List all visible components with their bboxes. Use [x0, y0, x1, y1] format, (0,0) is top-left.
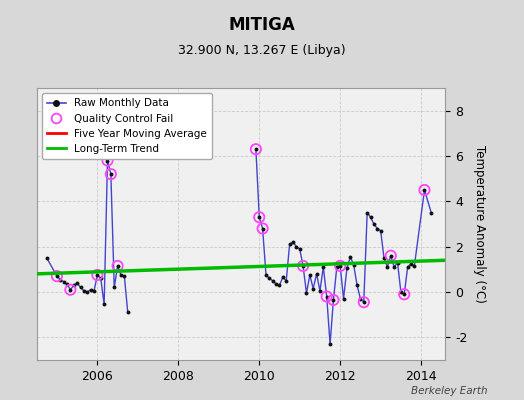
- Point: [66, 286, 74, 293]
- Point: [70, 282, 78, 288]
- Point: [340, 296, 348, 302]
- Point: [390, 264, 398, 270]
- Text: Berkeley Earth: Berkeley Earth: [411, 386, 487, 396]
- Point: [322, 293, 331, 300]
- Point: [93, 272, 102, 278]
- Point: [80, 288, 88, 294]
- Point: [359, 299, 368, 306]
- Point: [42, 255, 51, 261]
- Point: [380, 255, 388, 261]
- Point: [410, 263, 419, 269]
- Point: [292, 244, 301, 250]
- Point: [305, 272, 314, 278]
- Point: [258, 225, 267, 232]
- Point: [383, 264, 391, 270]
- Point: [113, 263, 122, 269]
- Point: [66, 286, 74, 293]
- Point: [107, 171, 115, 177]
- Point: [322, 293, 331, 300]
- Point: [336, 263, 344, 269]
- Point: [258, 225, 267, 232]
- Point: [346, 254, 355, 260]
- Point: [302, 290, 311, 296]
- Point: [394, 259, 402, 266]
- Point: [343, 265, 351, 271]
- Point: [93, 272, 102, 278]
- Point: [117, 272, 125, 278]
- Point: [265, 275, 274, 282]
- Point: [53, 273, 61, 279]
- Point: [309, 286, 318, 292]
- Point: [299, 263, 307, 269]
- Point: [279, 274, 287, 280]
- Point: [403, 264, 412, 270]
- Point: [333, 264, 341, 270]
- Point: [56, 276, 64, 283]
- Point: [113, 263, 122, 269]
- Text: 32.900 N, 13.267 E (Libya): 32.900 N, 13.267 E (Libya): [178, 44, 346, 57]
- Point: [90, 288, 98, 294]
- Point: [103, 157, 112, 164]
- Point: [373, 225, 381, 232]
- Point: [397, 289, 405, 295]
- Point: [268, 278, 277, 284]
- Point: [83, 289, 92, 295]
- Point: [255, 214, 264, 220]
- Point: [110, 284, 118, 291]
- Point: [286, 241, 294, 248]
- Legend: Raw Monthly Data, Quality Control Fail, Five Year Moving Average, Long-Term Tren: Raw Monthly Data, Quality Control Fail, …: [42, 93, 212, 159]
- Point: [299, 263, 307, 269]
- Point: [296, 246, 304, 252]
- Point: [366, 214, 375, 220]
- Point: [272, 281, 280, 287]
- Point: [282, 278, 290, 284]
- Point: [316, 288, 324, 294]
- Point: [356, 296, 365, 302]
- Point: [103, 157, 112, 164]
- Point: [326, 341, 334, 347]
- Point: [255, 214, 264, 220]
- Point: [252, 146, 260, 152]
- Point: [120, 273, 128, 279]
- Point: [107, 171, 115, 177]
- Point: [400, 291, 408, 298]
- Point: [400, 291, 408, 298]
- Y-axis label: Temperature Anomaly (°C): Temperature Anomaly (°C): [473, 145, 486, 303]
- Point: [370, 221, 378, 227]
- Point: [353, 282, 361, 288]
- Point: [387, 252, 395, 259]
- Point: [420, 187, 429, 193]
- Point: [387, 252, 395, 259]
- Point: [329, 297, 337, 303]
- Point: [312, 271, 321, 277]
- Point: [124, 309, 132, 316]
- Point: [275, 282, 283, 288]
- Point: [329, 297, 337, 303]
- Point: [350, 262, 358, 268]
- Point: [363, 210, 372, 216]
- Point: [77, 284, 85, 291]
- Point: [252, 146, 260, 152]
- Point: [336, 263, 344, 269]
- Point: [96, 275, 105, 282]
- Point: [319, 264, 328, 270]
- Point: [376, 228, 385, 234]
- Point: [407, 260, 415, 267]
- Point: [359, 299, 368, 306]
- Point: [262, 272, 270, 278]
- Point: [420, 187, 429, 193]
- Point: [60, 278, 68, 285]
- Text: MITIGA: MITIGA: [228, 16, 296, 34]
- Point: [63, 281, 71, 287]
- Point: [53, 273, 61, 279]
- Point: [86, 286, 95, 293]
- Point: [427, 210, 435, 216]
- Point: [73, 280, 81, 286]
- Point: [100, 301, 108, 308]
- Point: [289, 239, 297, 245]
